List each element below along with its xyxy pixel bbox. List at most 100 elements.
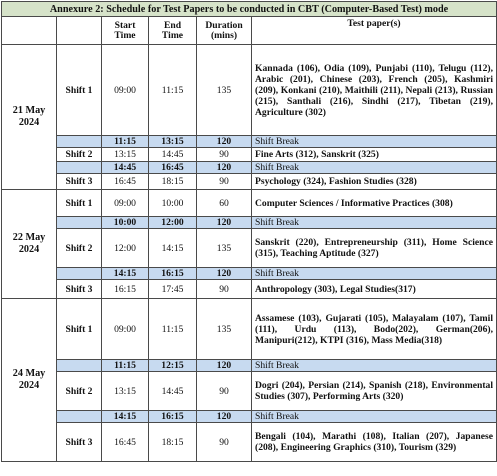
header-end-line1: End bbox=[163, 19, 182, 31]
shift-break-label: Shift Break bbox=[251, 267, 497, 280]
date-year: 2024 bbox=[18, 244, 40, 255]
start-time: 14:15 bbox=[101, 410, 149, 423]
end-time: 12:15 bbox=[148, 359, 197, 372]
duration: 120 bbox=[196, 216, 252, 229]
date-day: 22 May bbox=[12, 232, 46, 243]
start-time: 09:00 bbox=[101, 189, 149, 217]
end-time: 17:45 bbox=[148, 279, 197, 299]
header-shift bbox=[56, 16, 102, 45]
date-cell: 22 May 2024 bbox=[1, 189, 57, 299]
break-row: 14:45 16:45 120 Shift Break bbox=[2, 161, 497, 174]
header-start-time: Start Time bbox=[101, 16, 149, 45]
test-papers: Dogri (204), Persian (214), Spanish (218… bbox=[251, 371, 497, 411]
schedule-table: Annexure 2: Schedule for Test Papers to … bbox=[1, 1, 497, 462]
start-time: 14:45 bbox=[101, 161, 149, 174]
test-papers: Computer Sciences / Informative Practice… bbox=[251, 189, 497, 217]
duration: 90 bbox=[196, 147, 252, 162]
table-row: 21 May 2024 Shift 1 09:00 11:15 135 Kanna… bbox=[1, 44, 497, 190]
date-cell: 24 May 2024 bbox=[1, 298, 57, 462]
break-row: 10:00 12:00 120 Shift Break bbox=[2, 216, 497, 229]
duration: 135 bbox=[196, 298, 252, 360]
duration: 60 bbox=[196, 189, 252, 217]
shift-break-label: Shift Break bbox=[251, 359, 497, 372]
shift-break-label: Shift Break bbox=[251, 410, 497, 423]
end-time: 10:00 bbox=[148, 189, 197, 217]
duration: 90 bbox=[196, 173, 252, 190]
table-row: 22 May 2024 Shift 1 09:00 10:00 60 Comput… bbox=[1, 189, 497, 299]
shift-label: Shift 3 bbox=[56, 422, 102, 462]
table-row: 24 May 2024 Shift 1 09:00 11:15 135 Assam… bbox=[1, 298, 497, 462]
test-papers: Bengali (104), Marathi (108), Italian (2… bbox=[251, 422, 497, 462]
start-time: 11:15 bbox=[101, 135, 149, 148]
start-time: 13:15 bbox=[101, 371, 149, 411]
shift-label: Shift 3 bbox=[56, 279, 102, 299]
duration: 120 bbox=[196, 359, 252, 372]
end-time: 16:15 bbox=[148, 267, 197, 280]
break-row: 14:15 16:15 120 Shift Break bbox=[2, 410, 497, 423]
header-end-line2: Time bbox=[161, 29, 184, 41]
table-row: Shift 2 13:15 14:45 90 Dogri (204), Pers… bbox=[2, 371, 497, 411]
start-time: 11:15 bbox=[101, 359, 149, 372]
end-time: 11:15 bbox=[148, 298, 197, 360]
start-time: 14:15 bbox=[101, 267, 149, 280]
start-time: 16:45 bbox=[101, 422, 149, 462]
shift-break-label: Shift Break bbox=[251, 216, 497, 229]
duration: 135 bbox=[196, 44, 252, 136]
date-year: 2024 bbox=[18, 380, 40, 391]
duration: 120 bbox=[196, 267, 252, 280]
header-date bbox=[1, 16, 57, 45]
date-day: 24 May bbox=[12, 368, 46, 379]
table-row: Shift 2 13:15 14:45 90 Fine Arts (312), … bbox=[2, 147, 497, 162]
shift-label bbox=[56, 359, 102, 372]
header-start-line2: Time bbox=[114, 29, 136, 41]
table-row: Shift 2 12:00 14:15 135 Sanskrit (220), … bbox=[2, 228, 497, 268]
duration: 120 bbox=[196, 410, 252, 423]
shift-label bbox=[56, 410, 102, 423]
header-duration: Duration (mins) bbox=[196, 16, 252, 45]
end-time: 14:15 bbox=[148, 228, 197, 268]
end-time: 12:00 bbox=[148, 216, 197, 229]
header-duration-line2: (mins) bbox=[210, 29, 238, 41]
date-cell: 21 May 2024 bbox=[1, 44, 57, 190]
duration: 120 bbox=[196, 135, 252, 148]
shift-label: Shift 3 bbox=[56, 173, 102, 190]
title-row: Annexure 2: Schedule for Test Papers to … bbox=[1, 1, 497, 17]
shift-label: Shift 2 bbox=[56, 371, 102, 411]
start-time: 16:45 bbox=[101, 173, 149, 190]
header-start-line1: Start bbox=[114, 19, 136, 31]
duration: 90 bbox=[196, 422, 252, 462]
shift-label bbox=[56, 135, 102, 148]
date-year: 2024 bbox=[18, 117, 40, 128]
break-row: 11:15 12:15 120 Shift Break bbox=[2, 359, 497, 372]
end-time: 18:15 bbox=[148, 173, 197, 190]
start-time: 16:15 bbox=[101, 279, 149, 299]
end-time: 11:15 bbox=[148, 44, 197, 136]
table-row: Shift 3 16:15 17:45 90 Anthropology (303… bbox=[2, 279, 497, 299]
shift-label: Shift 1 bbox=[56, 44, 102, 136]
end-time: 13:15 bbox=[148, 135, 197, 148]
shift-label bbox=[56, 267, 102, 280]
shift-break-label: Shift Break bbox=[251, 135, 497, 148]
table-row: Shift 3 16:45 18:15 90 Bengali (104), Ma… bbox=[2, 422, 497, 462]
shift-break-label: Shift Break bbox=[251, 161, 497, 174]
shift-label: Shift 1 bbox=[56, 298, 102, 360]
header-duration-line1: Duration bbox=[205, 19, 243, 31]
start-time: 09:00 bbox=[101, 298, 149, 360]
shift-label: Shift 2 bbox=[56, 147, 102, 162]
shift-label bbox=[56, 161, 102, 174]
header-test-papers: Test paper(s) bbox=[251, 16, 497, 45]
end-time: 14:45 bbox=[148, 147, 197, 162]
break-row: 11:15 13:15 120 Shift Break bbox=[2, 135, 497, 148]
end-time: 16:45 bbox=[148, 161, 197, 174]
end-time: 18:15 bbox=[148, 422, 197, 462]
table-title: Annexure 2: Schedule for Test Papers to … bbox=[1, 1, 497, 17]
start-time: 13:15 bbox=[101, 147, 149, 162]
start-time: 10:00 bbox=[101, 216, 149, 229]
duration: 90 bbox=[196, 371, 252, 411]
test-papers: Psychology (324), Fashion Studies (328) bbox=[251, 173, 497, 190]
date-day: 21 May bbox=[12, 105, 46, 116]
header-row: Start Time End Time Duration (mins) Test pa… bbox=[1, 16, 497, 45]
test-papers: Kannada (106), Odia (109), Punjabi (110)… bbox=[251, 44, 497, 136]
test-papers: Fine Arts (312), Sanskrit (325) bbox=[251, 147, 497, 162]
break-row: 14:15 16:15 120 Shift Break bbox=[2, 267, 497, 280]
